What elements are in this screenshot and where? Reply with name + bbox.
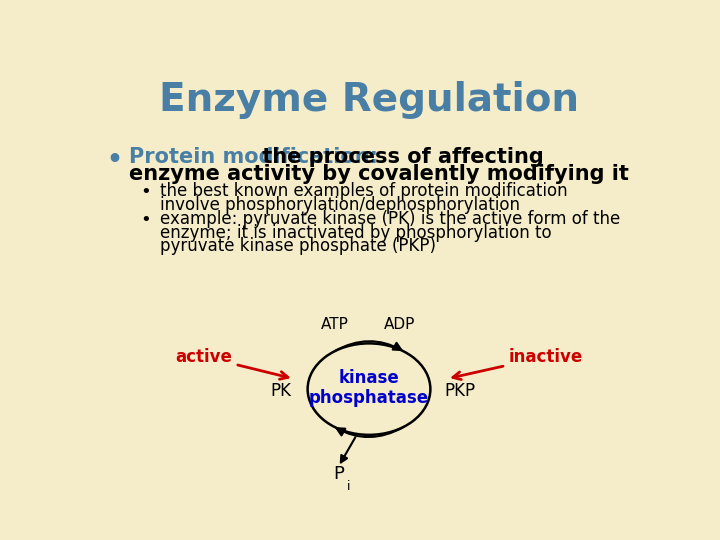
Text: phosphatase: phosphatase bbox=[309, 389, 429, 407]
Text: inactive: inactive bbox=[453, 348, 582, 380]
Text: •: • bbox=[107, 148, 122, 172]
Text: PK: PK bbox=[270, 382, 291, 400]
Text: ADP: ADP bbox=[384, 317, 415, 332]
Text: i: i bbox=[347, 480, 350, 493]
Text: pyruvate kinase phosphate (PKP): pyruvate kinase phosphate (PKP) bbox=[160, 238, 436, 255]
FancyArrowPatch shape bbox=[335, 341, 401, 351]
FancyArrowPatch shape bbox=[337, 427, 403, 437]
Text: example: pyruvate kinase (PK) is the active form of the: example: pyruvate kinase (PK) is the act… bbox=[160, 210, 620, 228]
Text: enzyme activity by covalently modifying it: enzyme activity by covalently modifying … bbox=[129, 164, 629, 184]
Text: •: • bbox=[140, 183, 151, 201]
Text: active: active bbox=[176, 348, 288, 379]
Text: the best known examples of protein modification: the best known examples of protein modif… bbox=[160, 182, 567, 200]
Text: enzyme; it is inactivated by phosphorylation to: enzyme; it is inactivated by phosphoryla… bbox=[160, 224, 552, 241]
Text: ATP: ATP bbox=[321, 317, 349, 332]
Text: kinase: kinase bbox=[338, 369, 400, 387]
Text: the process of affecting: the process of affecting bbox=[255, 147, 544, 167]
FancyArrowPatch shape bbox=[341, 437, 356, 462]
Text: Protein modification:: Protein modification: bbox=[129, 147, 378, 167]
Text: P: P bbox=[333, 465, 343, 483]
Text: PKP: PKP bbox=[444, 382, 475, 400]
Text: involve phosphorylation/dephosphorylation: involve phosphorylation/dephosphorylatio… bbox=[160, 196, 520, 214]
Text: •: • bbox=[140, 211, 151, 229]
Text: Enzyme Regulation: Enzyme Regulation bbox=[159, 82, 579, 119]
